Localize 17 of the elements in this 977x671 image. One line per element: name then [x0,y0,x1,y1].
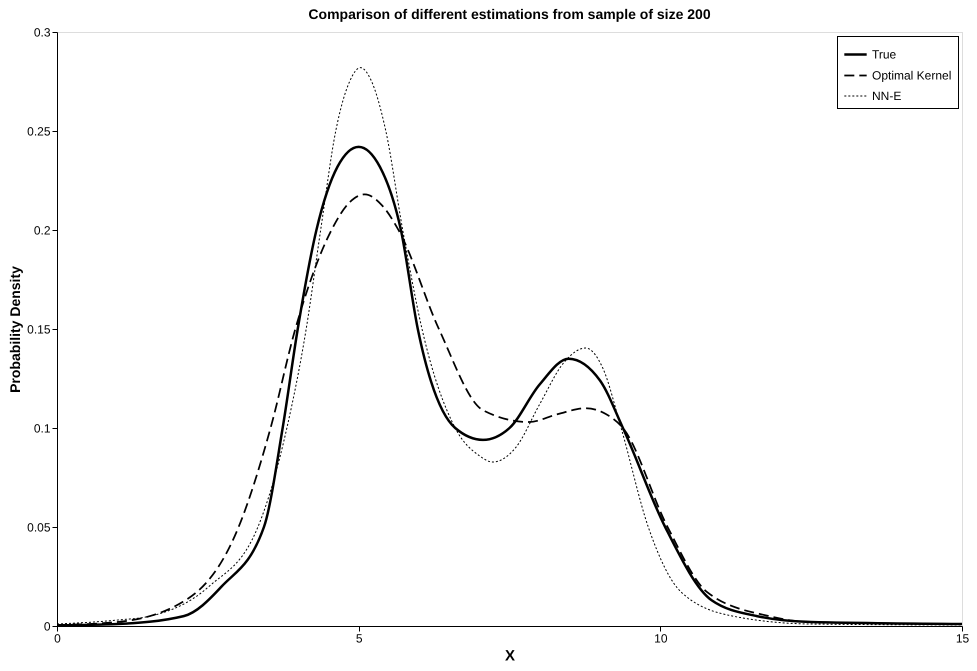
x-tick-label: 10 [654,632,668,646]
x-axis-title: X [504,648,516,664]
x-tick-label: 15 [956,632,970,646]
legend-label: True [872,48,897,62]
y-tick-label: 0.3 [34,26,51,40]
legend-label: NN-E [872,89,902,103]
chart-title: Comparison of different estimations from sample of size 200 [308,6,711,22]
y-tick-label: 0.25 [27,124,51,138]
y-tick-label: 0.05 [27,520,51,534]
x-tick-label: 5 [356,632,363,646]
y-tick-label: 0.2 [34,224,51,238]
y-tick-label: 0.15 [27,322,51,336]
y-tick-label: 0 [44,620,51,634]
y-axis-title: Probability Density [7,266,24,393]
x-tick-label: 0 [54,632,62,646]
y-tick-label: 0.1 [34,422,51,436]
legend-label: Optimal Kernel [872,68,952,82]
